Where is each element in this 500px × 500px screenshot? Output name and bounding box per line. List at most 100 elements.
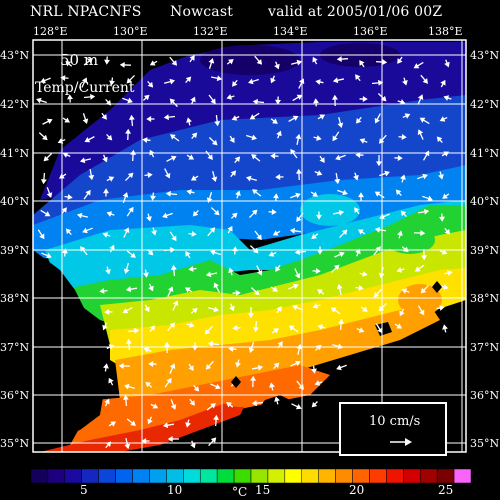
- current-arrowhead: [90, 93, 96, 100]
- current-arrowhead: [335, 154, 341, 161]
- current-arrowhead: [311, 401, 318, 408]
- current-arrowhead: [413, 63, 420, 69]
- current-arrowhead: [358, 327, 365, 333]
- current-arrowhead: [229, 305, 235, 312]
- current-arrowhead: [355, 248, 361, 255]
- current-arrowhead: [396, 323, 403, 329]
- current-arrowhead: [272, 286, 278, 292]
- current-arrowhead: [210, 98, 216, 105]
- current-arrowhead: [293, 283, 299, 290]
- current-arrowhead: [404, 113, 411, 119]
- current-vectors: [36, 55, 453, 450]
- current-arrowhead: [204, 328, 211, 335]
- current-arrowhead: [355, 117, 362, 124]
- sea-temperature-field: [33, 40, 466, 452]
- current-arrowhead: [192, 210, 199, 217]
- current-arrowhead: [148, 361, 154, 367]
- current-arrowhead: [229, 137, 235, 144]
- current-arrowhead: [251, 400, 257, 407]
- current-arrowhead: [44, 211, 51, 217]
- current-arrowhead: [150, 195, 156, 201]
- current-arrowhead: [60, 75, 66, 81]
- current-arrowhead: [402, 80, 408, 86]
- current-arrowhead: [252, 247, 259, 254]
- current-arrowhead: [319, 157, 325, 163]
- current-arrowhead: [79, 157, 86, 164]
- current-arrowhead: [62, 152, 69, 158]
- current-arrowhead: [104, 309, 110, 315]
- current-arrowhead: [82, 118, 89, 124]
- current-arrowhead: [341, 229, 348, 236]
- reference-vector-box: 10 cm/s: [339, 402, 447, 456]
- current-arrowhead: [342, 189, 348, 196]
- current-arrowhead: [185, 422, 191, 428]
- current-arrowhead: [147, 249, 154, 256]
- current-arrowhead: [172, 300, 179, 307]
- current-arrowhead: [43, 155, 50, 162]
- current-arrowhead: [444, 61, 450, 68]
- current-arrowhead: [103, 188, 109, 194]
- colorbar-cell: [30, 468, 49, 484]
- current-arrowhead: [190, 442, 196, 449]
- current-arrowhead: [332, 135, 338, 142]
- current-arrowhead: [311, 368, 317, 374]
- current-arrowhead: [396, 267, 403, 273]
- current-arrowhead: [108, 344, 115, 350]
- current-arrowhead: [252, 327, 259, 333]
- current-arrowhead: [249, 114, 256, 120]
- current-arrowhead: [316, 214, 322, 220]
- grid: [33, 40, 466, 452]
- current-arrowhead: [226, 94, 233, 100]
- station-marker-south: [231, 376, 241, 388]
- current-arrowhead: [167, 286, 174, 293]
- current-arrowhead: [319, 114, 326, 120]
- current-arrowhead: [380, 95, 387, 102]
- current-arrowhead: [170, 404, 177, 410]
- current-arrowhead: [444, 228, 451, 235]
- current-arrowhead: [146, 116, 152, 122]
- current-arrowhead: [292, 304, 298, 311]
- colorbar-cell: [166, 468, 184, 484]
- current-arrowhead: [276, 306, 282, 312]
- current-arrowhead: [378, 79, 384, 86]
- colorbar-tick-15: 15: [255, 483, 271, 497]
- current-arrowhead: [414, 266, 421, 272]
- current-arrowhead: [374, 117, 380, 124]
- current-arrowhead: [338, 209, 345, 216]
- colorbar-cell: [335, 468, 353, 484]
- current-arrowhead: [67, 194, 73, 200]
- current-arrowhead: [103, 363, 109, 369]
- current-arrowhead: [332, 94, 338, 100]
- current-arrowhead: [189, 322, 195, 328]
- run-title: Nowcast: [170, 4, 234, 20]
- current-arrowhead: [337, 343, 343, 350]
- current-arrowhead: [40, 77, 46, 84]
- current-arrowhead: [108, 176, 115, 182]
- colorbar-tick-5: 5: [80, 483, 88, 497]
- current-arrowhead: [105, 99, 112, 106]
- colorbar-cell: [369, 468, 387, 484]
- current-arrowhead: [248, 347, 255, 353]
- current-arrowhead: [169, 134, 176, 140]
- current-arrowhead: [252, 98, 258, 105]
- current-arrowhead: [213, 209, 220, 216]
- current-arrowhead: [36, 97, 42, 104]
- lat-label-left-36: 36°N: [0, 389, 30, 402]
- lat-label-right-39: 39°N: [470, 244, 500, 257]
- current-arrowhead: [190, 96, 196, 103]
- current-arrowhead: [401, 288, 408, 294]
- current-arrowhead: [102, 324, 108, 331]
- current-arrowhead: [377, 327, 383, 334]
- current-arrowhead: [442, 324, 448, 330]
- current-arrowhead: [127, 97, 133, 104]
- current-arrowhead: [210, 403, 216, 409]
- current-arrowhead: [147, 418, 153, 425]
- current-arrowhead: [272, 230, 279, 236]
- current-arrowhead: [170, 155, 177, 162]
- current-arrowhead: [442, 193, 448, 199]
- current-arrowhead: [141, 438, 147, 444]
- current-arrowhead: [59, 173, 65, 179]
- current-arrowhead: [256, 234, 262, 240]
- current-arrowhead: [417, 129, 424, 135]
